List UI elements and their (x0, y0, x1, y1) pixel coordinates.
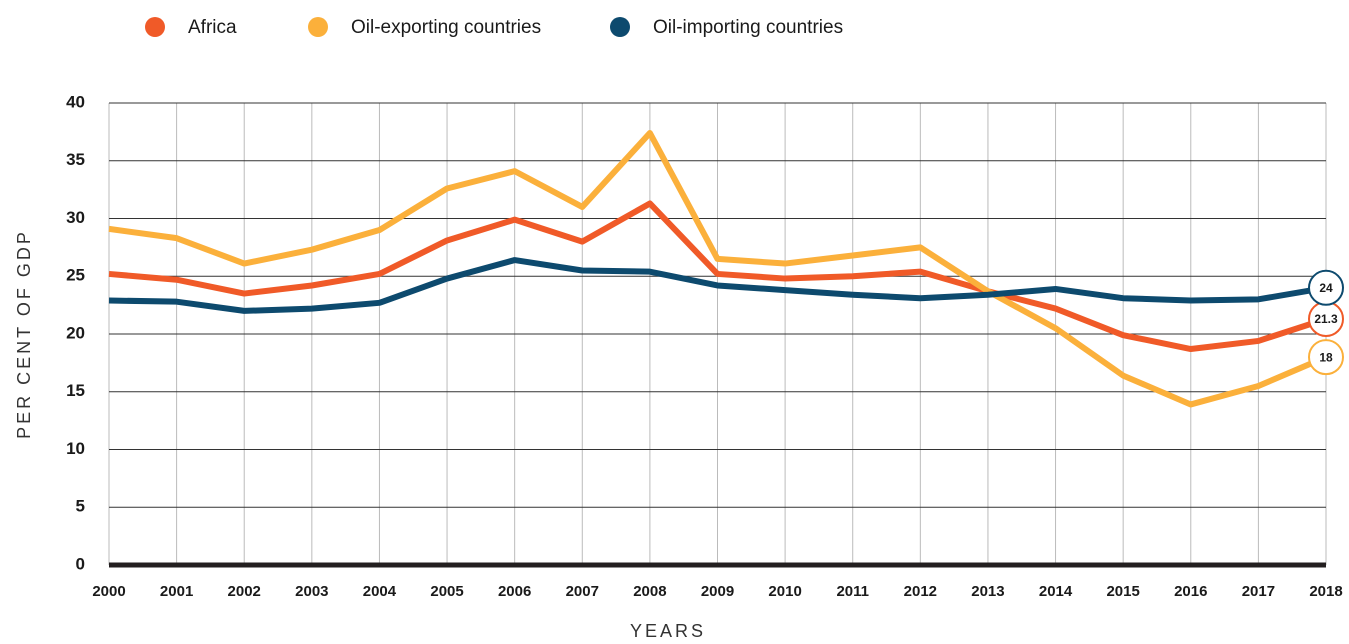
legend-swatch (308, 17, 328, 37)
y-tick-label: 40 (66, 92, 85, 111)
x-tick-label: 2012 (904, 583, 937, 600)
x-tick-label: 2004 (363, 583, 397, 600)
x-tick-label: 2011 (836, 583, 869, 600)
x-tick-label: 2002 (228, 583, 261, 600)
y-tick-label: 5 (76, 497, 85, 516)
legend-label: Oil-importing countries (653, 17, 843, 38)
legend-swatch (145, 17, 165, 37)
x-tick-label: 2014 (1039, 583, 1073, 600)
x-tick-label: 2001 (160, 583, 193, 600)
y-tick-label: 30 (66, 208, 85, 227)
legend-label: Africa (188, 17, 237, 38)
x-tick-label: 2000 (92, 583, 125, 600)
end-marker (1308, 339, 1344, 376)
y-tick-label: 0 (76, 554, 85, 573)
data-label: 21.3 (1314, 312, 1338, 326)
x-tick-label: 2007 (566, 583, 599, 600)
series-line (108, 130, 1328, 408)
x-tick-label: 2009 (701, 583, 734, 600)
y-tick-label: 15 (66, 381, 85, 400)
x-tick-label: 2005 (430, 583, 463, 600)
y-tick-label: 20 (66, 323, 85, 342)
x-axis-label: YEARS (630, 621, 706, 641)
x-tick-label: 2018 (1309, 583, 1342, 600)
x-tick-label: 2003 (295, 583, 328, 600)
x-tick-label: 2015 (1106, 583, 1139, 600)
y-tick-label: 35 (66, 150, 85, 169)
legend-swatch (610, 17, 630, 37)
end-marker (1308, 269, 1344, 306)
x-tick-label: 2008 (633, 583, 666, 600)
legend-label: Oil-exporting countries (351, 17, 541, 38)
series-line (108, 257, 1327, 314)
x-tick-label: 2013 (971, 583, 1004, 600)
y-axis-label: PER CENT OF GDP (14, 229, 34, 439)
x-tick-label: 2017 (1242, 583, 1275, 600)
data-label: 24 (1319, 281, 1333, 295)
y-tick-label: 10 (66, 439, 85, 458)
y-tick-label: 25 (66, 266, 85, 285)
series-line (108, 200, 1327, 353)
data-label: 18 (1319, 350, 1333, 364)
x-tick-label: 2010 (768, 583, 801, 600)
x-tick-label: 2006 (498, 583, 531, 600)
x-tick-label: 2016 (1174, 583, 1207, 600)
